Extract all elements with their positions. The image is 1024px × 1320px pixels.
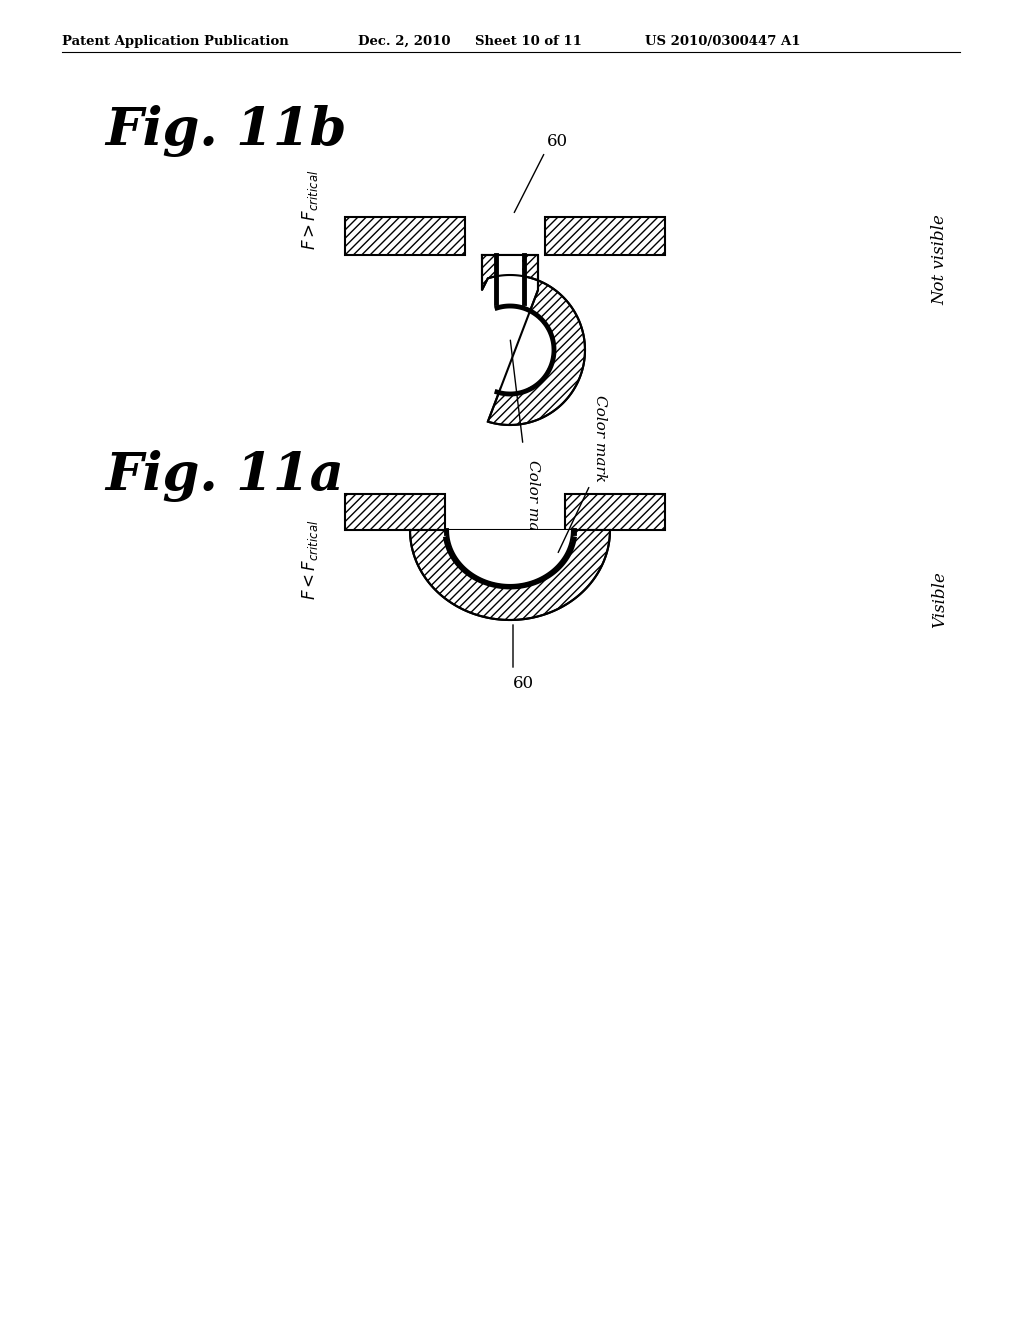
Text: Patent Application Publication: Patent Application Publication [62,36,289,48]
FancyBboxPatch shape [345,216,465,255]
Text: $F < F_{critical}$: $F < F_{critical}$ [300,520,319,601]
Text: Dec. 2, 2010: Dec. 2, 2010 [358,36,451,48]
Text: Fig. 11a: Fig. 11a [105,450,344,502]
Text: 60: 60 [513,675,535,692]
Polygon shape [449,531,572,585]
Text: $F > F_{critical}$: $F > F_{critical}$ [300,170,319,251]
Text: 60: 60 [547,133,568,150]
Polygon shape [410,531,610,620]
Polygon shape [498,255,552,392]
Text: Color mark: Color mark [526,459,540,546]
Polygon shape [482,255,585,425]
FancyBboxPatch shape [545,216,665,255]
FancyBboxPatch shape [345,494,445,531]
FancyBboxPatch shape [565,494,665,531]
Text: Color mark: Color mark [593,395,607,482]
Text: Not visible: Not visible [932,215,948,305]
Text: Visible: Visible [932,572,948,628]
Text: US 2010/0300447 A1: US 2010/0300447 A1 [645,36,801,48]
Text: Sheet 10 of 11: Sheet 10 of 11 [475,36,582,48]
Text: Fig. 11b: Fig. 11b [105,106,346,157]
